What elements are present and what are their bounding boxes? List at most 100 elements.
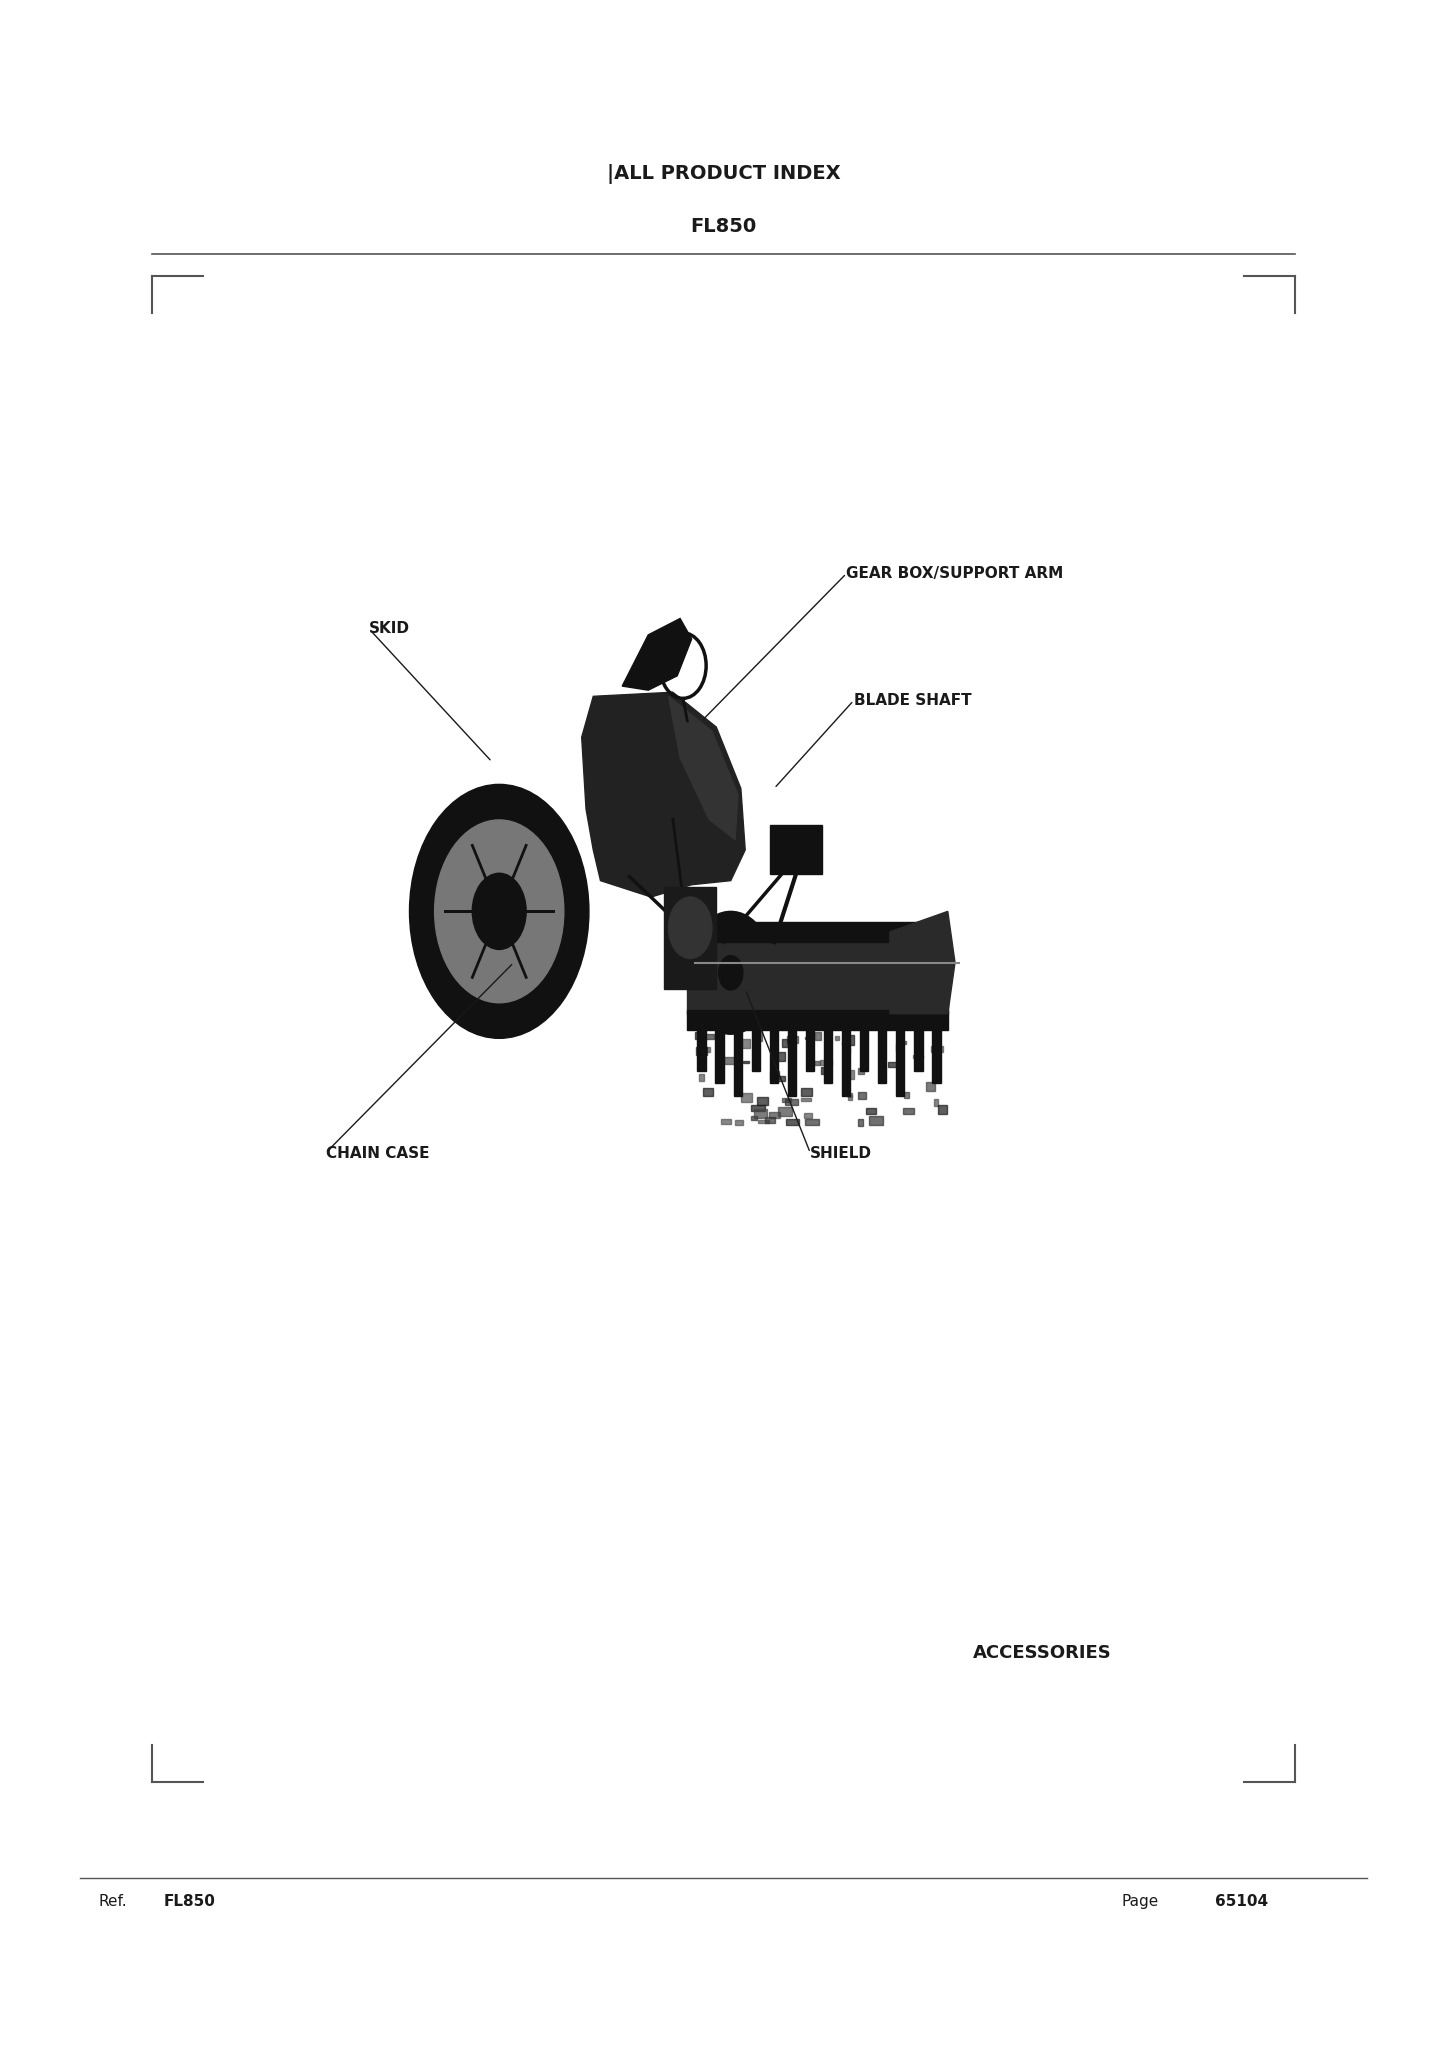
Polygon shape — [582, 692, 745, 897]
Bar — [778, 1108, 792, 1116]
Bar — [842, 1042, 845, 1044]
Bar — [783, 1098, 792, 1102]
Bar — [903, 1108, 915, 1114]
Bar — [835, 1036, 839, 1040]
Bar — [903, 1040, 906, 1044]
Bar — [888, 1063, 897, 1067]
Bar — [770, 1112, 780, 1118]
Bar — [742, 1061, 748, 1063]
Polygon shape — [622, 618, 692, 690]
Bar — [926, 1083, 935, 1092]
Bar — [754, 1108, 767, 1118]
Circle shape — [669, 897, 712, 958]
Bar — [783, 1038, 789, 1047]
Text: SHIELD: SHIELD — [810, 1145, 873, 1161]
Text: Page: Page — [1121, 1894, 1159, 1909]
Text: CHAIN CASE: CHAIN CASE — [326, 1145, 430, 1161]
Bar — [915, 1030, 923, 1071]
Bar — [842, 1030, 851, 1096]
Bar — [858, 1120, 862, 1126]
Bar — [858, 1067, 864, 1075]
Bar — [878, 1030, 887, 1083]
Text: |ALL PRODUCT INDEX: |ALL PRODUCT INDEX — [606, 164, 841, 184]
Bar — [806, 1118, 819, 1124]
Bar — [687, 922, 948, 942]
Bar — [734, 1030, 742, 1096]
Bar — [805, 1112, 812, 1118]
Bar — [896, 1030, 904, 1096]
Text: FL850: FL850 — [164, 1894, 216, 1909]
Bar — [868, 1116, 883, 1124]
Bar — [819, 1061, 832, 1065]
Bar — [896, 1044, 899, 1051]
Bar — [695, 1032, 705, 1038]
Bar — [787, 1030, 796, 1096]
Bar — [703, 1087, 713, 1096]
Bar — [787, 1036, 799, 1042]
Text: FL850: FL850 — [690, 217, 757, 236]
Bar — [845, 1049, 849, 1053]
Bar — [932, 1030, 941, 1083]
Bar — [904, 1092, 909, 1098]
Bar — [851, 1071, 854, 1079]
Bar — [774, 1053, 786, 1061]
Bar — [913, 1055, 923, 1057]
Bar — [697, 1030, 706, 1071]
Polygon shape — [669, 696, 738, 840]
Bar — [935, 1100, 938, 1106]
Bar — [757, 1098, 768, 1104]
Bar — [930, 1047, 942, 1053]
Text: 65104: 65104 — [1215, 1894, 1269, 1909]
Bar — [865, 1108, 875, 1114]
Text: BLADE SHAFT: BLADE SHAFT — [854, 692, 971, 709]
Bar — [696, 1047, 708, 1055]
Text: GEAR BOX/SUPPORT ARM: GEAR BOX/SUPPORT ARM — [846, 565, 1064, 582]
Bar — [770, 1030, 778, 1083]
Bar — [848, 1094, 852, 1100]
Text: Ref.: Ref. — [98, 1894, 127, 1909]
Bar — [774, 1075, 786, 1081]
Circle shape — [703, 934, 760, 1014]
Circle shape — [410, 784, 589, 1038]
Circle shape — [434, 819, 564, 1004]
Circle shape — [719, 956, 742, 989]
Circle shape — [687, 911, 774, 1034]
Bar — [751, 1030, 760, 1071]
Bar — [664, 887, 716, 989]
Bar — [687, 1010, 948, 1030]
Bar — [764, 1116, 774, 1122]
Bar — [705, 1034, 713, 1038]
Bar — [699, 1073, 705, 1081]
Bar — [751, 1116, 757, 1120]
Bar — [860, 1030, 868, 1071]
Bar — [770, 1071, 778, 1079]
Bar — [724, 1057, 735, 1063]
Bar — [815, 1032, 820, 1040]
Bar — [770, 825, 822, 874]
Circle shape — [472, 872, 527, 950]
Bar — [741, 1038, 750, 1049]
Bar — [806, 1030, 815, 1071]
Polygon shape — [890, 911, 955, 1014]
Text: SKID: SKID — [369, 621, 410, 637]
Bar — [844, 1036, 854, 1044]
Bar — [758, 1120, 768, 1122]
Bar — [802, 1087, 812, 1096]
Bar — [786, 1100, 797, 1106]
Bar — [751, 1104, 765, 1110]
Bar — [754, 1032, 763, 1040]
Text: ACCESSORIES: ACCESSORIES — [972, 1645, 1111, 1661]
Bar — [702, 1047, 710, 1053]
Bar — [735, 1120, 742, 1124]
Bar — [687, 942, 948, 1014]
Bar — [741, 1094, 752, 1102]
Bar — [858, 1092, 867, 1100]
Bar — [721, 1118, 731, 1124]
Bar — [823, 1030, 832, 1083]
Bar — [938, 1104, 946, 1114]
Bar — [813, 1061, 820, 1065]
Bar — [715, 1030, 724, 1083]
Bar — [848, 1094, 851, 1098]
Bar — [805, 1036, 810, 1038]
Bar — [800, 1098, 810, 1100]
